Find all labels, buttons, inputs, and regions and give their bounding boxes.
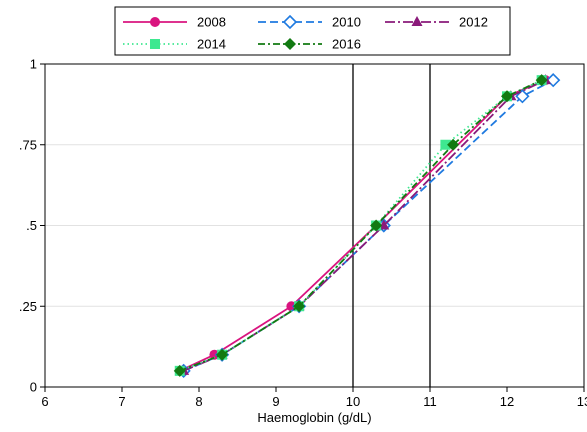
x-axis-title: Haemoglobin (g/dL) xyxy=(257,410,371,425)
data-point-2008-1 xyxy=(209,349,220,360)
data-point-2016-3 xyxy=(370,219,383,232)
data-point-2016-2 xyxy=(293,300,306,313)
x-tick-label-7: 13 xyxy=(577,394,587,409)
legend-label-2016: 2016 xyxy=(332,37,361,52)
x-tick-label-2: 8 xyxy=(195,394,202,409)
x-axis: 6 7 8 9 10 11 12 13 xyxy=(41,387,587,409)
legend: 2008 2010 2012 2014 2016 xyxy=(114,6,511,56)
x-tick-label-4: 10 xyxy=(346,394,360,409)
legend-box xyxy=(114,6,511,56)
data-point-2016-4 xyxy=(447,138,460,151)
legend-marker-2008 xyxy=(150,17,160,27)
y-axis: 0 .25 .5 .75 1 xyxy=(19,57,46,395)
legend-marker-2014 xyxy=(150,39,160,49)
x-tick-label-0: 6 xyxy=(41,394,48,409)
data-point-2016-6 xyxy=(535,74,548,87)
series-line-2010 xyxy=(183,79,554,372)
reference-lines xyxy=(352,64,431,387)
x-tick-label-1: 7 xyxy=(118,394,125,409)
legend-item-2012: 2012 xyxy=(385,15,488,30)
legend-label-2008: 2008 xyxy=(197,15,226,30)
legend-marker-2012 xyxy=(411,16,423,26)
data-point-2016-0 xyxy=(173,364,186,377)
x-tick-label-3: 9 xyxy=(272,394,279,409)
y-tick-label-3: .75 xyxy=(19,137,37,152)
legend-item-2016: 2016 xyxy=(258,37,361,52)
x-tick-label-5: 11 xyxy=(423,394,437,409)
legend-item-2014: 2014 xyxy=(123,37,226,52)
legend-label-2012: 2012 xyxy=(459,15,488,30)
x-tick-label-6: 12 xyxy=(500,394,514,409)
legend-label-2010: 2010 xyxy=(332,15,361,30)
legend-marker-2016 xyxy=(284,38,296,50)
y-tick-label-4: 1 xyxy=(30,57,37,72)
y-tick-label-0: 0 xyxy=(30,380,37,395)
y-tick-label-2: .5 xyxy=(26,218,37,233)
legend-label-2014: 2014 xyxy=(197,37,226,52)
legend-item-2010: 2010 xyxy=(258,15,361,30)
series-2016 xyxy=(173,74,548,377)
legend-marker-2010 xyxy=(282,14,298,30)
data-point-2016-1 xyxy=(216,348,229,361)
y-tick-label-1: .25 xyxy=(19,299,37,314)
series-layer xyxy=(173,73,561,378)
data-point-2016-5 xyxy=(501,90,513,103)
legend-item-2008: 2008 xyxy=(123,15,226,30)
data-point-2014-4 xyxy=(440,139,451,150)
series-line-2012 xyxy=(183,79,546,372)
